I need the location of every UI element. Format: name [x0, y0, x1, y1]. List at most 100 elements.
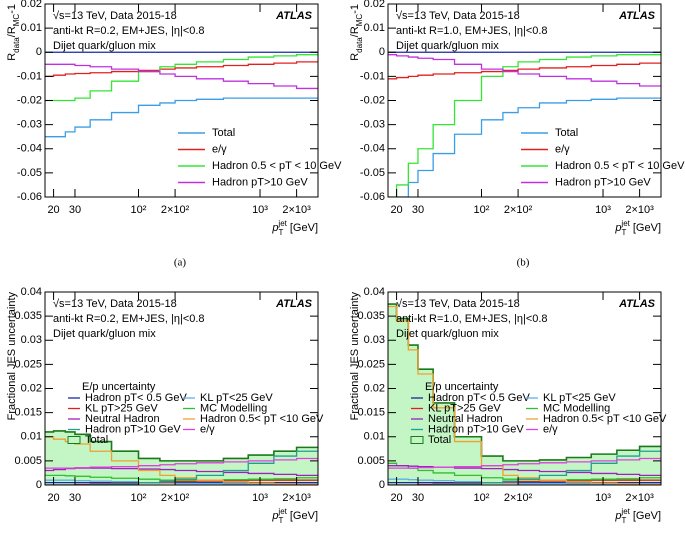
- plot-area: [388, 51, 661, 197]
- x-tick-label: 2×10²: [504, 492, 533, 504]
- series-line: [388, 457, 661, 469]
- y-tick-label: -0.06: [17, 191, 42, 203]
- y-axis-label-part: MC: [12, 14, 21, 27]
- atlas-label: ATLAS: [618, 10, 656, 22]
- legend-label: MC Modelling: [200, 402, 267, 414]
- caption: (a): [174, 257, 187, 269]
- annotation: √s=13 TeV, Data 2015-18: [53, 298, 177, 310]
- y-tick-label: 0.025: [357, 358, 385, 370]
- y-tick-label: -0.01: [360, 70, 385, 82]
- y-tick-label: 0.03: [364, 334, 385, 346]
- y-axis-label-part: Fractional JES uncertainty: [6, 292, 18, 421]
- y-tick-label: 0.02: [21, 0, 42, 10]
- legend-label: Neutral Hadron: [428, 413, 503, 425]
- y-tick-label: 0.01: [364, 431, 385, 443]
- x-axis-label-part: p: [614, 222, 621, 234]
- x-tick-label: 10²: [474, 492, 490, 504]
- y-axis-label-part: data: [12, 37, 21, 53]
- x-axis-label-part: T: [622, 228, 627, 237]
- x-axis-label: pTjet [GeV]: [614, 219, 661, 237]
- panel: -0.06 -0.05 -0.04 -0.03 -0.02 -0.01 0 0.01 0.02 2…: [6, 0, 342, 269]
- x-axis-label-part: p: [271, 510, 278, 522]
- annotation: Dijet quark/gluon mix: [53, 40, 156, 52]
- annotation: Dijet quark/gluon mix: [396, 40, 499, 52]
- x-tick-label: 10²: [474, 204, 490, 216]
- annotation: anti-kt R=0.2, EM+JES, |η|<0.8: [53, 313, 205, 325]
- annotation: √s=13 TeV, Data 2015-18: [396, 298, 520, 310]
- series-line: [45, 457, 318, 469]
- y-tick-label: 0.005: [357, 455, 385, 467]
- legend-label: Hadron 0.5 < pT < 10 GeV: [555, 160, 685, 172]
- legend-label: Hadron pT>10 GeV: [212, 176, 308, 188]
- legend-label: Total: [85, 434, 108, 446]
- y-tick-label: 0.035: [357, 310, 385, 322]
- y-tick-label: 0.015: [14, 407, 42, 419]
- series-line: [388, 62, 661, 80]
- legend-label: Neutral Hadron: [85, 413, 160, 425]
- legend-label: Total: [428, 434, 451, 446]
- x-tick-label: 20: [390, 492, 402, 504]
- x-tick-label: 10³: [595, 204, 611, 216]
- annotation: anti-kt R=1.0, EM+JES, |η|<0.8: [396, 25, 548, 37]
- legend-label: e/γ: [555, 143, 570, 155]
- y-tick-label: 0.02: [21, 382, 42, 394]
- legend-swatch: [67, 436, 81, 444]
- y-tick-label: 0.025: [14, 358, 42, 370]
- legend-label: Total: [212, 127, 235, 139]
- series-line: [45, 97, 318, 138]
- legend-label: KL pT>25 GeV: [85, 402, 158, 414]
- x-axis-label-part: T: [622, 516, 627, 525]
- legend-label: Hadron 0.5< pT <10 GeV: [543, 413, 667, 425]
- y-tick-label: 0.03: [21, 334, 42, 346]
- legend-label: KL pT<25 GeV: [200, 392, 273, 404]
- series-line: [45, 54, 318, 102]
- y-tick-label: 0: [379, 46, 385, 58]
- x-tick-label: 10³: [252, 492, 268, 504]
- x-tick-label: 2×10²: [161, 492, 190, 504]
- legend-label: Hadron pT>10 GeV: [555, 176, 651, 188]
- y-tick-label: -0.02: [360, 94, 385, 106]
- y-tick-label: -0.03: [360, 119, 385, 131]
- y-tick-label: -0.06: [360, 191, 385, 203]
- x-tick-label: 2×10³: [625, 492, 654, 504]
- y-tick-label: 0.01: [21, 22, 42, 34]
- legend-label: Hadron pT< 0.5 GeV: [85, 392, 187, 404]
- x-tick-label: 30: [69, 492, 81, 504]
- x-axis-label-part: jet: [620, 507, 630, 516]
- atlas-label: ATLAS: [275, 10, 313, 22]
- atlas-label: ATLAS: [275, 298, 313, 310]
- x-tick-label: 10³: [595, 492, 611, 504]
- legend-label: e/γ: [543, 423, 558, 435]
- x-axis-label: pTjet [GeV]: [271, 507, 318, 525]
- y-tick-label: 0.01: [364, 22, 385, 34]
- y-tick-label: -0.05: [17, 167, 42, 179]
- annotation: Dijet quark/gluon mix: [53, 328, 156, 340]
- y-tick-label: -0.04: [360, 143, 385, 155]
- y-axis-label: Fractional JES uncertainty: [6, 292, 18, 421]
- y-axis-label-part: MC: [355, 14, 364, 27]
- x-tick-label: 20: [390, 204, 402, 216]
- x-tick-label: 30: [69, 204, 81, 216]
- series-line: [45, 430, 318, 462]
- legend-label: Hadron 0.5 < pT < 10 GeV: [212, 160, 342, 172]
- y-axis-label: Fractional JES uncertainty: [349, 292, 361, 421]
- y-axis-label-part: data: [355, 37, 364, 53]
- annotation: √s=13 TeV, Data 2015-18: [53, 10, 177, 22]
- plot-area: [45, 51, 318, 138]
- panel: 0 0.005 0.01 0.015 0.02 0.025 0.03 0.035 0.04 20 3…: [6, 286, 324, 525]
- y-tick-label: 0: [379, 479, 385, 491]
- legend-label: Hadron pT>10 GeV: [85, 423, 181, 435]
- legend-swatch: [410, 436, 424, 444]
- x-axis-label-part: jet: [277, 219, 287, 228]
- total-area: [45, 430, 318, 485]
- series-line: [388, 303, 661, 462]
- x-axis-label-part: [GeV]: [290, 222, 318, 234]
- y-tick-label: -0.01: [17, 70, 42, 82]
- legend-title: E/p uncertainty: [425, 381, 499, 393]
- x-axis-label-part: [GeV]: [633, 222, 661, 234]
- legend-label: Hadron pT< 0.5 GeV: [428, 392, 530, 404]
- y-tick-label: -0.05: [360, 167, 385, 179]
- y-tick-label: 0.04: [364, 286, 385, 298]
- x-tick-label: 10³: [252, 204, 268, 216]
